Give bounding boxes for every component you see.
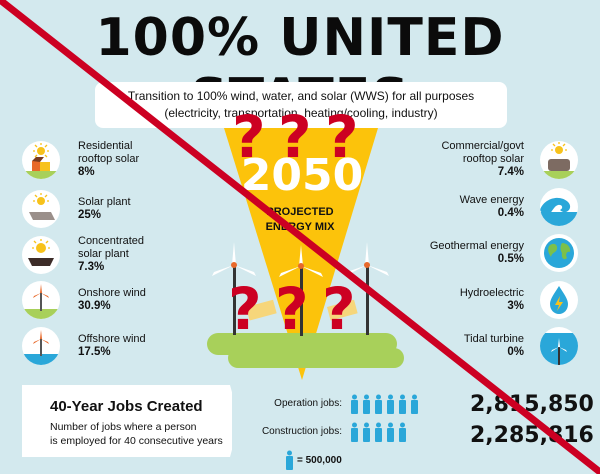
legend-text: = 500,000 bbox=[297, 454, 342, 466]
concentrated-solar-icon bbox=[22, 235, 60, 274]
question-mark: ? bbox=[278, 103, 312, 171]
construction-jobs-label: Construction jobs: bbox=[261, 426, 342, 437]
person-icon bbox=[375, 422, 382, 442]
item-residential-rooftop-solar: Residential rooftop solar 8% bbox=[22, 140, 139, 179]
item-text: Onshore wind 30.9% bbox=[78, 287, 146, 312]
question-mark: ? bbox=[232, 103, 266, 171]
globe-icon bbox=[540, 234, 578, 272]
item-percent: 0.5% bbox=[497, 253, 524, 265]
item-percent: 8% bbox=[78, 166, 95, 178]
question-mark: ? bbox=[322, 275, 356, 343]
solar-panel-icon bbox=[22, 190, 60, 228]
person-icon bbox=[363, 422, 370, 442]
person-icon bbox=[351, 422, 358, 442]
item-percent: 3% bbox=[507, 300, 524, 312]
commercial-rooftop-icon bbox=[540, 140, 578, 179]
item-percent: 7.4% bbox=[497, 166, 524, 178]
operation-jobs-label: Operation jobs: bbox=[274, 398, 342, 409]
water-drop-bolt-icon bbox=[540, 281, 578, 319]
tidal-turbine-icon bbox=[540, 327, 578, 365]
jobs-legend: = 500,000 bbox=[285, 450, 342, 470]
question-mark: ? bbox=[325, 103, 359, 171]
operation-jobs-icons bbox=[350, 394, 419, 414]
house-sun-icon bbox=[22, 140, 60, 179]
item-percent: 17.5% bbox=[78, 346, 111, 358]
item-percent: 7.3% bbox=[78, 261, 105, 273]
offshore-wind-icon bbox=[22, 327, 60, 365]
item-text: Commercial/govt rooftop solar 7.4% bbox=[441, 140, 524, 178]
item-text: Wave energy 0.4% bbox=[459, 194, 524, 219]
person-icon bbox=[363, 394, 370, 414]
person-icon bbox=[375, 394, 382, 414]
question-mark: ? bbox=[275, 275, 309, 343]
operation-jobs-value: 2,815,850 bbox=[470, 392, 594, 417]
person-icon bbox=[411, 394, 418, 414]
item-offshore-wind: Offshore wind 17.5% bbox=[22, 327, 146, 365]
item-text: Offshore wind 17.5% bbox=[78, 333, 146, 358]
person-icon bbox=[351, 394, 358, 414]
item-text: Tidal turbine 0% bbox=[463, 333, 524, 358]
person-icon bbox=[399, 422, 406, 442]
question-mark: ? bbox=[228, 275, 262, 343]
item-tidal-turbine: Tidal turbine 0% bbox=[464, 327, 578, 365]
item-commercial-rooftop-solar: Commercial/govt rooftop solar 7.4% bbox=[441, 140, 578, 179]
item-hydroelectric: Hydroelectric 3% bbox=[460, 281, 578, 319]
item-percent: 30.9% bbox=[78, 300, 111, 312]
item-text: Concentrated solar plant 7.3% bbox=[78, 235, 145, 273]
item-text: Geothermal energy 0.5% bbox=[429, 240, 524, 265]
person-icon bbox=[387, 394, 394, 414]
item-percent: 0% bbox=[507, 346, 524, 358]
item-solar-plant: Solar plant 25% bbox=[22, 190, 131, 228]
jobs-description: Number of jobs where a person is employe… bbox=[50, 421, 223, 447]
item-wave-energy: Wave energy 0.4% bbox=[460, 188, 578, 226]
grass-bottom bbox=[228, 348, 404, 368]
item-concentrated-solar-plant: Concentrated solar plant 7.3% bbox=[22, 235, 144, 274]
item-onshore-wind: Onshore wind 30.9% bbox=[22, 281, 146, 319]
item-percent: 0.4% bbox=[497, 207, 524, 219]
projected-energy-mix-label: PROJECTED ENERGY MIX bbox=[265, 206, 335, 233]
item-percent: 25% bbox=[78, 209, 102, 221]
person-icon bbox=[387, 422, 394, 442]
onshore-wind-icon bbox=[22, 281, 60, 319]
jobs-title: 40-Year Jobs Created bbox=[50, 398, 203, 415]
item-geothermal-energy: Geothermal energy 0.5% bbox=[430, 234, 578, 272]
construction-jobs-value: 2,285,816 bbox=[470, 423, 594, 448]
person-icon bbox=[286, 450, 293, 470]
item-text: Residential rooftop solar 8% bbox=[78, 140, 140, 178]
item-text: Solar plant 25% bbox=[78, 196, 131, 221]
item-text: Hydroelectric 3% bbox=[459, 287, 524, 312]
person-icon bbox=[399, 394, 406, 414]
wave-icon bbox=[540, 188, 578, 226]
construction-jobs-icons bbox=[350, 422, 407, 442]
